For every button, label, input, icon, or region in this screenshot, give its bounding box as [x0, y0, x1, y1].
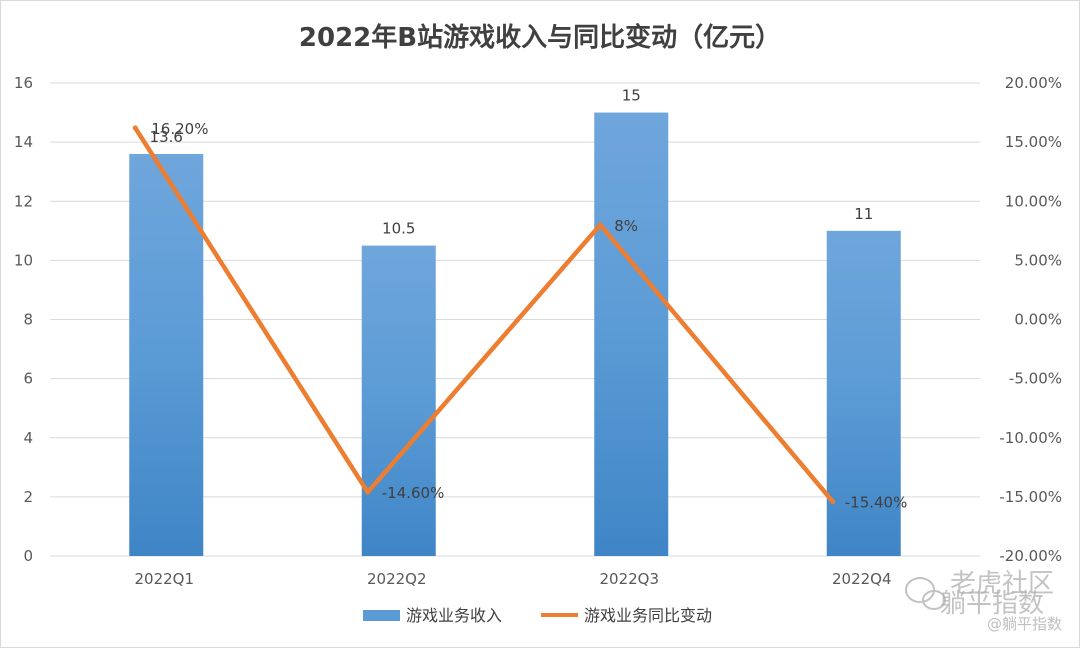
line-data-label: 16.20% [151, 120, 208, 138]
left-tick-label: 4 [23, 429, 33, 447]
revenue-bars [129, 112, 901, 556]
line-data-label: -15.40% [845, 494, 908, 512]
line-point [830, 499, 836, 505]
bar [594, 112, 669, 556]
line-data-label: 8% [614, 217, 638, 235]
right-tick-label: 15.00% [1005, 133, 1062, 151]
bar [361, 245, 436, 556]
line-data-labels: 16.20% -14.60% 8% -15.40% [151, 120, 907, 512]
category-axis: 2022Q1 2022Q2 2022Q3 2022Q4 [134, 570, 891, 588]
left-tick-label: 16 [14, 74, 33, 92]
left-tick-label: 10 [14, 251, 33, 269]
right-axis: -20.00% -15.00% -10.00% -5.00% 0.00% 5.00% 10.… [999, 74, 1062, 565]
category-label: 2022Q2 [367, 570, 427, 588]
watermark-main: 老虎社区 [950, 569, 1054, 599]
wechat-icon [905, 577, 946, 610]
bar-data-labels: 13.6 10.5 15 11 [150, 87, 874, 238]
left-tick-label: 6 [23, 370, 33, 388]
right-tick-label: 0.00% [1014, 311, 1062, 329]
watermark-line2: 躺平指数 [940, 589, 1044, 619]
right-tick-label: -20.00% [999, 547, 1062, 565]
category-label: 2022Q3 [599, 570, 659, 588]
bar [826, 230, 901, 556]
right-tick-label: -5.00% [1009, 370, 1062, 388]
line-point [132, 125, 138, 131]
watermark: 老虎社区 躺平指数 @躺平指数 [905, 569, 1062, 633]
left-axis: 0 2 4 6 8 10 12 14 16 [14, 74, 33, 565]
right-tick-label: 20.00% [1005, 74, 1062, 92]
bar-data-label: 10.5 [382, 220, 415, 238]
bar-data-label: 13.6 [150, 128, 183, 146]
bar-data-label: 11 [854, 205, 873, 223]
left-tick-label: 2 [23, 488, 33, 506]
series-line [133, 125, 835, 504]
right-tick-label: -15.00% [999, 488, 1062, 506]
right-tick-label: 5.00% [1014, 251, 1062, 269]
left-tick-label: 0 [23, 547, 33, 565]
gridlines [50, 82, 980, 557]
right-tick-label: -10.00% [999, 429, 1062, 447]
legend-swatch-bar [363, 610, 400, 621]
category-label: 2022Q1 [134, 570, 194, 588]
legend-label-bar: 游戏业务收入 [406, 606, 502, 625]
bar-data-label: 15 [622, 87, 641, 105]
left-tick-label: 8 [23, 311, 33, 329]
legend-label-line: 游戏业务同比变动 [584, 606, 712, 625]
line-point [365, 489, 371, 495]
watermark-sub: @躺平指数 [987, 615, 1062, 633]
right-tick-label: 10.00% [1005, 192, 1062, 210]
category-label: 2022Q4 [832, 570, 892, 588]
line-data-label: -14.60% [382, 484, 445, 502]
line-point [597, 222, 603, 228]
legend: 游戏业务收入 游戏业务同比变动 [363, 606, 712, 625]
yoy-line [132, 125, 836, 505]
bar [129, 153, 204, 556]
left-tick-label: 12 [14, 192, 33, 210]
left-tick-label: 14 [14, 133, 33, 151]
chart-title: 2022年B站游戏收入与同比变动（亿元） [299, 22, 781, 53]
